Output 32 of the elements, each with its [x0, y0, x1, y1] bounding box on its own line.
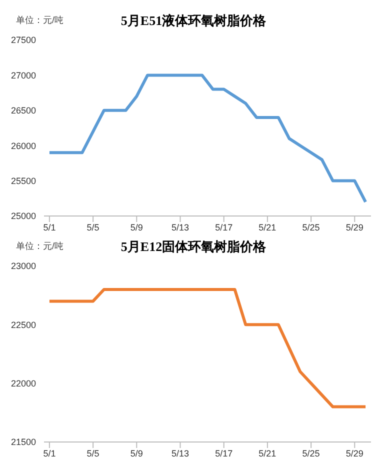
y-tick-label: 27500 [10, 35, 36, 46]
x-tick-label: 5/17 [215, 448, 233, 458]
x-tick-label: 5/9 [130, 222, 143, 232]
text: 单位：元/吨 [16, 14, 64, 27]
y-tick-label: 26000 [10, 140, 36, 151]
chart-title: 5月E51液体环氧树脂价格 [120, 13, 266, 28]
x-tick-label: 5/21 [258, 448, 276, 458]
x-tick-label: 5/25 [302, 222, 320, 232]
x-tick-label: 5/1 [43, 448, 56, 458]
x-tick-label: 5/17 [215, 222, 233, 232]
y-tick-label: 26500 [10, 106, 36, 116]
line-series [48, 288, 368, 408]
y-tick-label: 21500 [10, 437, 36, 448]
x-tick-label: 5/13 [171, 448, 190, 458]
y-tick-label: 23000 [10, 261, 36, 272]
chart-title: 5月E12固体环氧树脂价格 [120, 239, 266, 254]
x-tick-label: 5/9 [130, 448, 143, 458]
x-tick-label: 5/25 [302, 448, 320, 458]
x-tick-label: 5/21 [258, 222, 276, 232]
y-tick-label: 25500 [10, 176, 36, 186]
x-tick-label: 5/29 [346, 448, 364, 458]
text: 单位：元/吨 [16, 240, 64, 253]
x-tick-label: 5/1 [43, 222, 56, 232]
line-series [48, 74, 368, 204]
y-tick-label: 22500 [10, 320, 36, 330]
x-tick-label: 5/13 [171, 222, 190, 232]
y-tick-label: 22000 [10, 378, 36, 389]
y-tick-label: 27000 [10, 70, 36, 80]
x-tick-label: 5/29 [346, 222, 364, 232]
y-tick-label: 25000 [10, 211, 36, 222]
x-tick-label: 5/5 [86, 222, 100, 232]
x-tick-label: 5/5 [86, 448, 100, 458]
